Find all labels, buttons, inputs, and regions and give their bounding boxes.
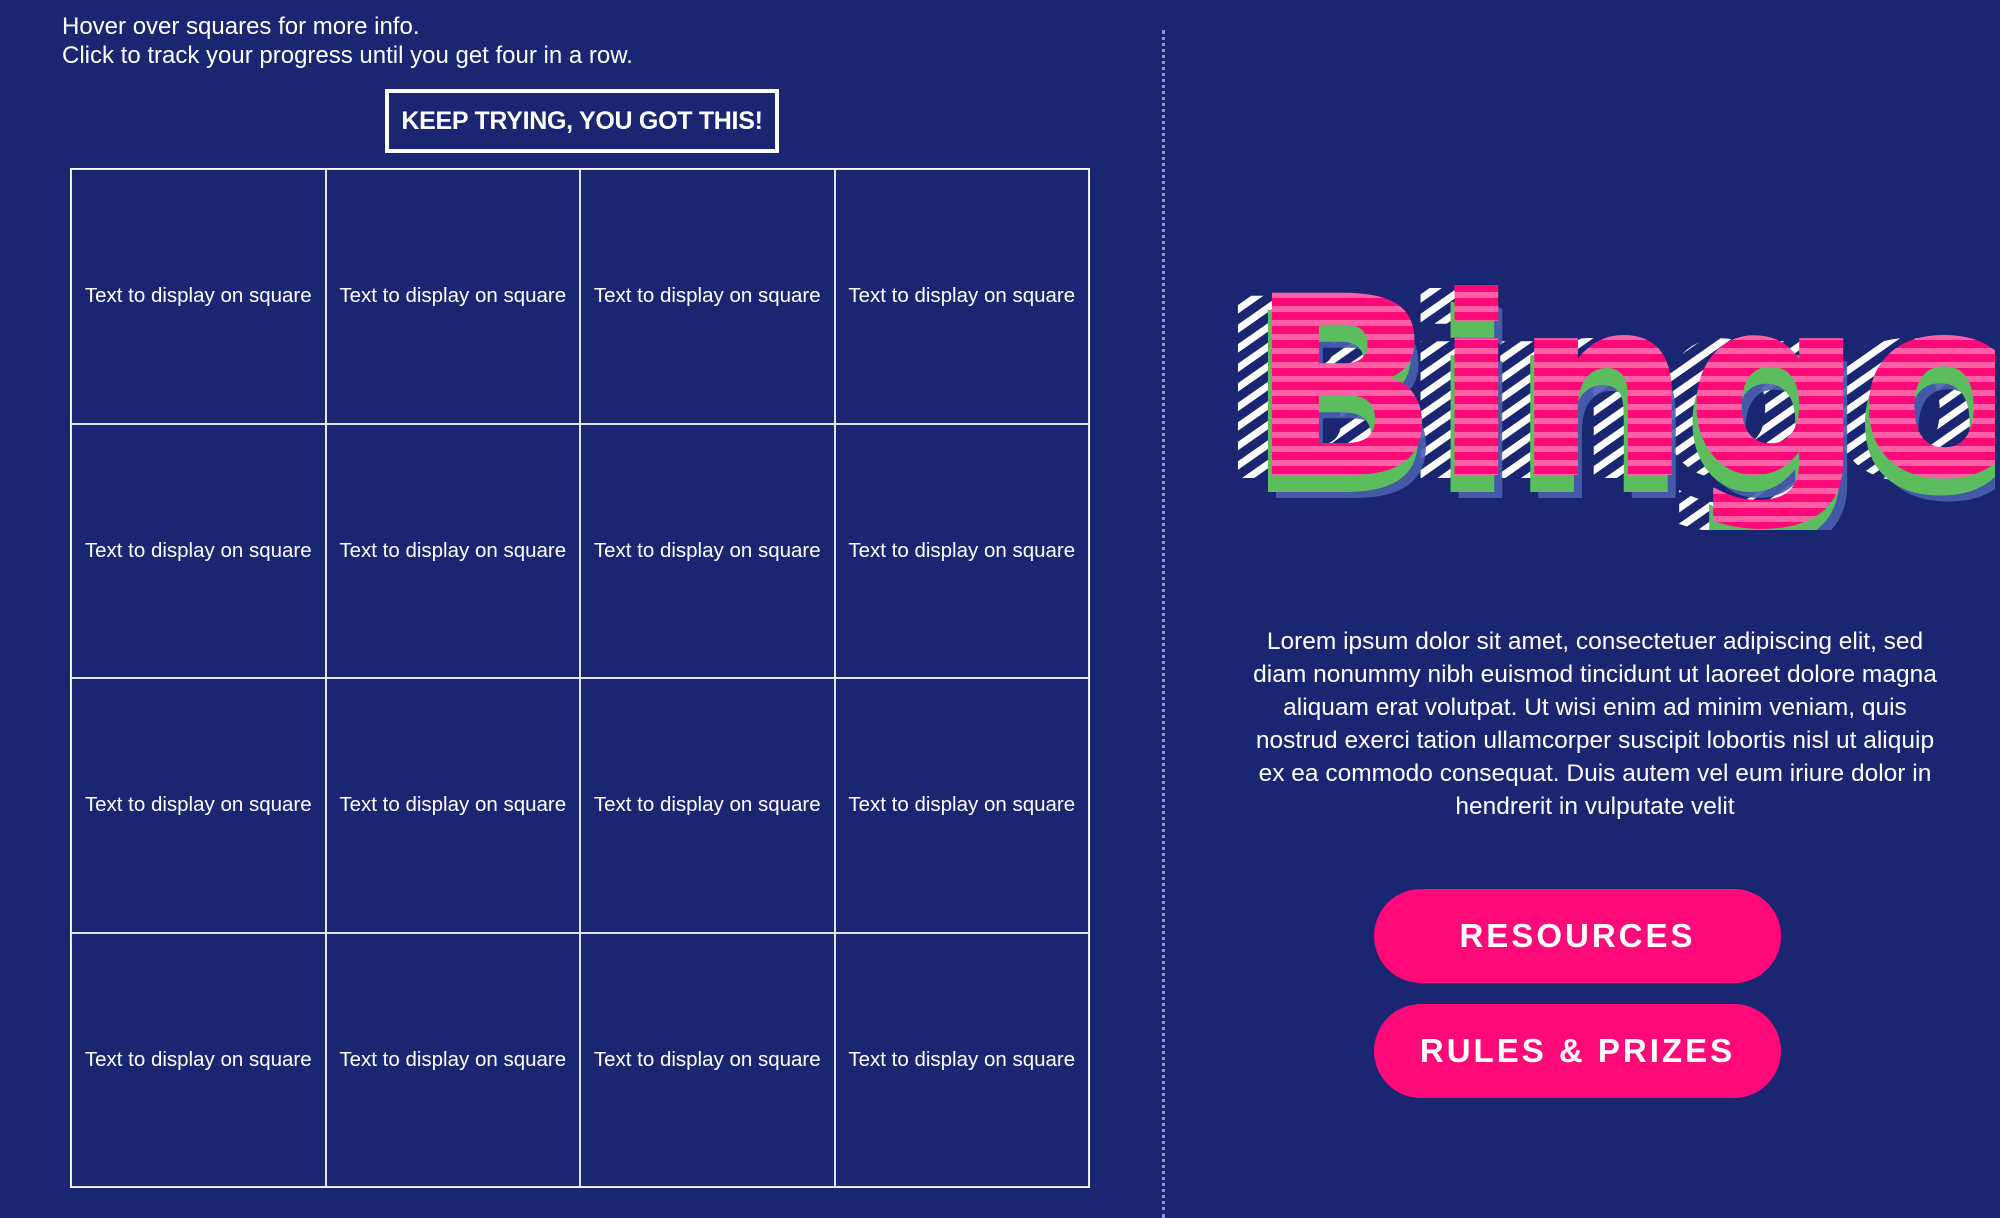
logo-highlight-layer: Bingo [1249,250,1995,530]
progress-status-banner: KEEP TRYING, YOU GOT THIS! [385,89,779,153]
resources-button[interactable]: RESOURCES [1374,889,1781,983]
bingo-square[interactable]: Text to display on square [834,678,1089,933]
bingo-square[interactable]: Text to display on square [325,932,580,1187]
bingo-square[interactable]: Text to display on square [325,169,580,424]
bingo-square[interactable]: Text to display on square [580,423,835,678]
logo-text: Bingo [1249,250,1995,530]
bingo-square[interactable]: Text to display on square [580,169,835,424]
logo-stripe-layer: Bingo [1215,250,1990,530]
bingo-square[interactable]: Text to display on square [834,932,1089,1187]
instruction-line-1: Hover over squares for more info. [62,13,420,40]
logo-shadow-layer: Bingo [1253,266,1995,530]
instructions: Hover over squares for more info. Click … [62,12,633,70]
bingo-board: Text to display on square Text to display… [70,168,1090,1188]
bingo-square[interactable]: Text to display on square [325,678,580,933]
description-text: Lorem ipsum dolor sit amet, consectetuer… [1253,628,1937,820]
bingo-square[interactable]: Text to display on square [71,169,326,424]
dotted-divider [1162,30,1165,1218]
logo-green-layer: Bingo [1245,260,1995,530]
bingo-square[interactable]: Text to display on square [834,423,1089,678]
bingo-square[interactable]: Text to display on square [325,423,580,678]
bingo-square[interactable]: Text to display on square [580,678,835,933]
rules-and-prizes-button[interactable]: RULES & PRIZES [1374,1004,1781,1098]
bingo-square[interactable]: Text to display on square [71,423,326,678]
bingo-square[interactable]: Text to display on square [71,932,326,1187]
bingo-square[interactable]: Text to display on square [580,932,835,1187]
bingo-square[interactable]: Text to display on square [834,169,1089,424]
bingo-logo: Bingo Bingo Bingo Bingo Bingo [1215,250,1995,530]
instruction-line-2: Click to track your progress until you g… [62,42,633,69]
bingo-square[interactable]: Text to display on square [71,678,326,933]
